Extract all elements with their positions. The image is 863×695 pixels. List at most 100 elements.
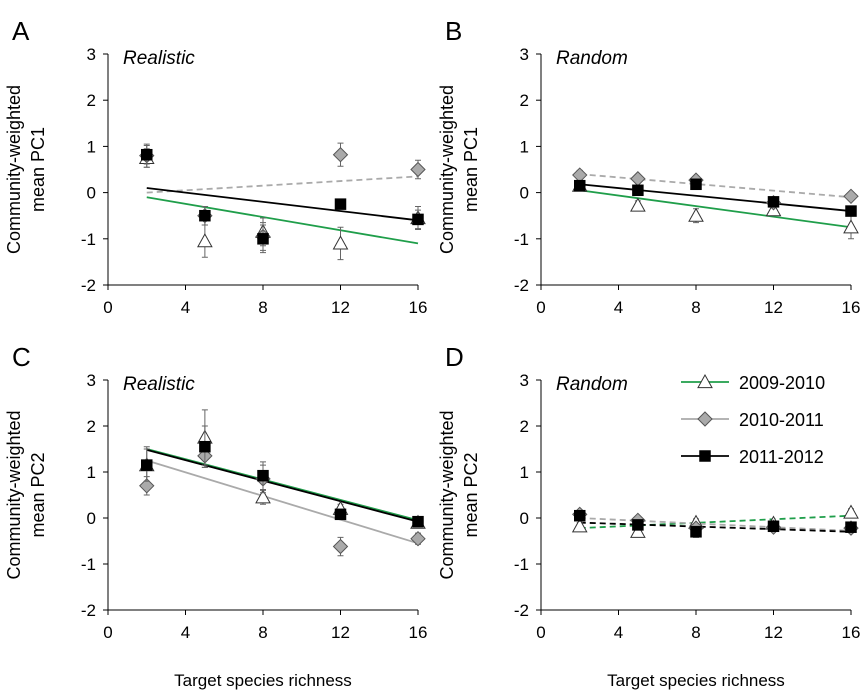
x-tick-label: 4: [614, 623, 623, 642]
y-tick-label: -1: [81, 230, 96, 249]
y-tick-label: -2: [81, 601, 96, 620]
x-tick-label: 16: [842, 298, 861, 317]
point: [632, 184, 644, 197]
point: [630, 171, 646, 187]
y-tick-label: -1: [81, 555, 96, 574]
x-tick-label: 16: [409, 298, 428, 317]
point: [690, 178, 702, 191]
point: [843, 219, 859, 234]
y-tick-label: 2: [520, 417, 529, 436]
y-tick-label: -1: [514, 555, 529, 574]
y-axis-label: mean PC2: [28, 452, 48, 537]
point: [334, 508, 347, 521]
x-tick-label: 8: [691, 623, 700, 642]
point: [632, 519, 644, 531]
point: [332, 147, 349, 163]
y-tick-label: 0: [87, 509, 96, 528]
y-axis-label: mean PC2: [461, 452, 481, 537]
point: [630, 523, 646, 538]
legend-label: 2011-2012: [739, 447, 824, 467]
point: [767, 520, 780, 533]
trend-line: [146, 448, 419, 522]
point: [630, 197, 646, 212]
y-axis-label: Community-weighted: [437, 85, 457, 254]
y-axis-label: Community-weighted: [4, 410, 24, 579]
x-tick-label: 12: [331, 298, 350, 317]
y-tick-label: 3: [87, 371, 96, 390]
trend-line: [579, 514, 852, 530]
y-axis-label: mean PC1: [461, 127, 481, 212]
legend-label: 2009-2010: [739, 373, 825, 393]
panel-label: A: [12, 16, 30, 46]
trend-line: [579, 183, 852, 212]
point: [571, 518, 588, 533]
x-tick-label: 0: [536, 623, 545, 642]
point: [410, 161, 426, 178]
y-axis-label: Community-weighted: [4, 85, 24, 254]
y-tick-label: 2: [87, 91, 96, 110]
panel-label: D: [445, 342, 464, 372]
x-tick-label: 0: [103, 298, 112, 317]
x-tick-label: 4: [181, 623, 190, 642]
point: [199, 440, 211, 453]
trend-line: [579, 189, 852, 229]
trend-line: [579, 517, 852, 532]
trend-line: [146, 175, 419, 194]
point: [412, 213, 424, 226]
point: [141, 459, 153, 471]
legend-label: 2010-2011: [739, 410, 824, 430]
x-tick-label: 8: [258, 298, 267, 317]
legend-marker: [697, 411, 713, 427]
point: [412, 515, 424, 528]
point: [197, 233, 213, 248]
x-tick-label: 12: [764, 623, 783, 642]
point: [574, 509, 586, 522]
x-tick-label: 0: [103, 623, 112, 642]
trend-line: [146, 449, 419, 523]
point: [845, 521, 857, 533]
point: [767, 196, 780, 208]
y-tick-label: 1: [87, 463, 96, 482]
y-axis-label: mean PC1: [28, 127, 48, 212]
point: [845, 205, 857, 217]
point: [332, 538, 349, 555]
trend-line: [146, 196, 419, 245]
y-tick-label: -2: [81, 276, 96, 295]
point: [141, 148, 153, 161]
point: [843, 504, 859, 519]
trend-line: [579, 521, 852, 533]
y-axis-label: Community-weighted: [437, 410, 457, 579]
y-tick-label: 0: [520, 509, 529, 528]
point: [255, 489, 271, 504]
y-tick-label: 0: [87, 184, 96, 203]
y-tick-label: 0: [520, 184, 529, 203]
y-tick-label: 2: [87, 417, 96, 436]
trend-line: [579, 173, 852, 199]
point: [334, 198, 347, 210]
point: [332, 235, 349, 250]
x-tick-label: 16: [842, 623, 861, 642]
point: [410, 530, 426, 547]
x-axis-label: Target species richness: [174, 671, 352, 690]
point: [139, 478, 155, 494]
y-tick-label: 3: [87, 45, 96, 64]
y-tick-label: -2: [514, 601, 529, 620]
trend-line: [146, 459, 419, 545]
y-tick-label: 1: [520, 137, 529, 156]
panel-label: B: [445, 16, 462, 46]
x-tick-label: 8: [258, 623, 267, 642]
panel-title: Realistic: [123, 48, 195, 69]
y-tick-label: 1: [87, 137, 96, 156]
point: [257, 469, 269, 482]
panel-title: Realistic: [123, 374, 195, 395]
point: [574, 179, 586, 192]
y-tick-label: 3: [520, 45, 529, 64]
panel-label: C: [12, 342, 31, 372]
panel-title: Random: [556, 48, 628, 69]
point: [199, 209, 211, 222]
legend-marker: [697, 373, 713, 389]
point: [843, 188, 859, 205]
x-tick-label: 4: [181, 298, 190, 317]
